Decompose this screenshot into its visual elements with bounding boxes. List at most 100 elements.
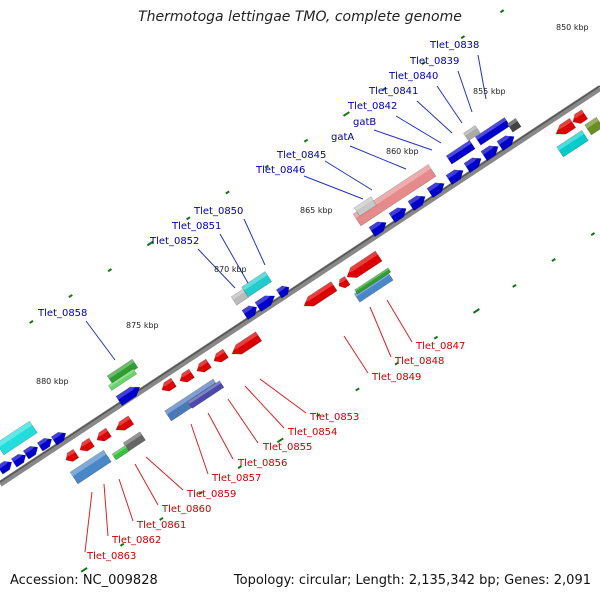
- gene-label-tlet-0861[interactable]: Tlet_0861: [136, 520, 186, 531]
- gene-forward-5[interactable]: [463, 154, 484, 174]
- gene-forward-left-0[interactable]: [0, 458, 14, 475]
- gene-reverse-0856[interactable]: [211, 348, 229, 365]
- gene-forward-3[interactable]: [426, 179, 447, 199]
- gene-label-tlet-0855[interactable]: Tlet_0855: [262, 442, 312, 453]
- gene-label-tlet-0842[interactable]: Tlet_0842: [347, 101, 397, 112]
- callout-line-top-12: [85, 320, 116, 361]
- gene-block-cyan-left[interactable]: [0, 420, 38, 456]
- scale-label-870: 870 kbp: [214, 265, 247, 274]
- callout-line-top-11: [197, 248, 236, 289]
- callout-line-bottom-1: [369, 306, 392, 358]
- gene-forward-left-4[interactable]: [50, 429, 68, 446]
- gene-block-green-858[interactable]: [106, 358, 139, 385]
- gene-glyphs[interactable]: [0, 109, 600, 485]
- gene-label-gata[interactable]: gatA: [331, 132, 354, 143]
- gene-block-cyan-870[interactable]: [241, 271, 273, 298]
- gene-block-0856-highlight: [187, 380, 222, 404]
- gene-reverse-0863[interactable]: [63, 448, 80, 464]
- gene-label-tlet-0863[interactable]: Tlet_0863: [86, 551, 136, 562]
- tick-mark: [146, 240, 154, 247]
- gene-label-tlet-0848[interactable]: Tlet_0848: [394, 356, 444, 367]
- gene-label-tlet-0846[interactable]: Tlet_0846: [255, 165, 305, 176]
- gene-block-olive[interactable]: [584, 116, 600, 136]
- gene-label-gatb[interactable]: gatB: [353, 117, 376, 128]
- gene-forward-left-1[interactable]: [10, 451, 28, 468]
- gene-forward-7-shape: [496, 135, 515, 152]
- gene-block-dark[interactable]: [506, 117, 522, 133]
- map-title: Thermotoga lettingae TMO, complete genom…: [138, 9, 462, 25]
- gene-reverse-0860[interactable]: [113, 415, 135, 434]
- gene-forward-0[interactable]: [368, 218, 389, 238]
- gene-label-tlet-0851[interactable]: Tlet_0851: [171, 221, 221, 232]
- gene-label-tlet-0860[interactable]: Tlet_0860: [161, 504, 211, 515]
- tick-mark: [198, 491, 203, 495]
- gene-reverse-0855-shape: [196, 358, 212, 373]
- gene-reverse-0856-shape: [213, 348, 229, 363]
- gene-label-tlet-0840[interactable]: Tlet_0840: [388, 71, 438, 82]
- gene-label-tlet-0862[interactable]: Tlet_0862: [111, 535, 161, 546]
- gene-forward-870-2[interactable]: [254, 291, 278, 313]
- tick-mark: [29, 319, 34, 324]
- gene-forward-858[interactable]: [115, 383, 143, 407]
- gene-forward-7[interactable]: [496, 132, 517, 152]
- callout-line-bottom-8: [145, 456, 184, 491]
- gene-block-0859[interactable]: [69, 449, 112, 485]
- gene-label-tlet-0852[interactable]: Tlet_0852: [149, 236, 199, 247]
- gene-block-0856[interactable]: [187, 380, 225, 409]
- gene-block-cyan-870-highlight: [241, 271, 268, 291]
- gene-block-green-0859[interactable]: [111, 444, 130, 461]
- gene-forward-870-3[interactable]: [275, 283, 292, 299]
- gene-block-green2-858[interactable]: [107, 368, 138, 391]
- gene-forward-6[interactable]: [480, 142, 501, 162]
- gene-reverse-0853[interactable]: [159, 377, 177, 394]
- gene-block-blue-2[interactable]: [474, 117, 511, 146]
- gene-label-tlet-0857[interactable]: Tlet_0857: [211, 473, 261, 484]
- gene-reverse-0855[interactable]: [194, 358, 212, 375]
- gene-label-tlet-0849[interactable]: Tlet_0849: [371, 372, 421, 383]
- callout-line-bottom-0: [386, 299, 413, 343]
- gene-reverse-0849[interactable]: [301, 281, 338, 311]
- gene-label-tlet-0850[interactable]: Tlet_0850: [193, 206, 243, 217]
- accession-text: Accession: NC_009828: [10, 573, 158, 588]
- gene-block-gray-870[interactable]: [230, 288, 249, 306]
- gene-forward-3-shape: [426, 182, 445, 199]
- gene-reverse-0861[interactable]: [94, 427, 112, 444]
- gene-reverse-far-2[interactable]: [570, 109, 589, 127]
- gene-forward-4[interactable]: [445, 166, 466, 186]
- gene-reverse-0848-top[interactable]: [344, 250, 383, 282]
- gene-reverse-far-1[interactable]: [553, 117, 577, 138]
- gene-forward-870-1[interactable]: [241, 303, 260, 321]
- gene-label-tlet-0839[interactable]: Tlet_0839: [409, 56, 459, 67]
- gene-label-tlet-0859[interactable]: Tlet_0859: [186, 489, 236, 500]
- gene-label-tlet-0854[interactable]: Tlet_0854: [287, 427, 337, 438]
- gene-block-cyan-right-shape: [556, 130, 589, 158]
- gene-block-green-858-highlight: [107, 359, 135, 379]
- gene-label-tlet-0853[interactable]: Tlet_0853: [309, 412, 359, 423]
- gene-forward-left-3[interactable]: [36, 435, 54, 452]
- gene-block-gray-1[interactable]: [353, 196, 377, 217]
- gene-forward-left-2-shape: [22, 445, 39, 460]
- tick-mark: [421, 61, 426, 65]
- gene-label-tlet-0841[interactable]: Tlet_0841: [368, 86, 418, 97]
- gene-label-tlet-0847[interactable]: Tlet_0847: [415, 341, 465, 352]
- callout-line-top-0: [477, 54, 487, 100]
- gene-forward-left-2-highlight: [23, 444, 36, 454]
- gene-forward-left-2[interactable]: [22, 443, 40, 460]
- gene-block-gray-2[interactable]: [463, 125, 481, 142]
- gene-label-tlet-0845[interactable]: Tlet_0845: [276, 150, 326, 161]
- gene-reverse-0854[interactable]: [177, 368, 195, 385]
- gene-label-tlet-0856[interactable]: Tlet_0856: [237, 458, 287, 469]
- gene-reverse-0857-top[interactable]: [229, 331, 263, 359]
- gene-label-tlet-0858[interactable]: Tlet_0858: [37, 308, 87, 319]
- callout-line-bottom-5: [227, 398, 259, 444]
- gene-forward-2[interactable]: [407, 192, 428, 212]
- gene-block-cyan-right[interactable]: [556, 130, 589, 158]
- gene-block-blue-1[interactable]: [445, 139, 476, 165]
- gene-label-tlet-0838[interactable]: Tlet_0838: [429, 40, 479, 51]
- gene-reverse-small[interactable]: [336, 275, 351, 290]
- gene-forward-1[interactable]: [388, 204, 409, 224]
- gene-reverse-0862[interactable]: [77, 437, 95, 454]
- gene-block-0847-green[interactable]: [354, 267, 392, 295]
- gene-forward-870-2-highlight: [255, 293, 273, 306]
